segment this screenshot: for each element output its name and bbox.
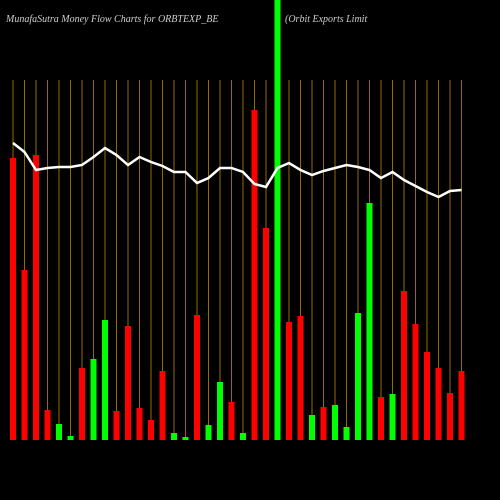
bar <box>125 326 131 440</box>
bar <box>194 315 200 440</box>
bar <box>263 228 269 440</box>
bar <box>378 397 384 440</box>
bar <box>320 407 327 440</box>
bar <box>21 270 28 440</box>
bar <box>355 313 361 440</box>
bar <box>90 359 97 440</box>
bar <box>366 203 373 440</box>
bar <box>286 322 292 440</box>
bar <box>343 427 350 440</box>
bar <box>205 425 212 440</box>
bar <box>217 382 223 440</box>
bar <box>389 394 396 440</box>
bar <box>79 368 85 440</box>
bar <box>412 324 419 440</box>
bar <box>251 110 258 440</box>
bar <box>56 424 62 440</box>
bar <box>424 352 430 440</box>
bar <box>401 291 407 440</box>
bar <box>458 371 465 440</box>
bar <box>67 436 74 440</box>
bar <box>447 393 453 440</box>
bar <box>332 405 338 440</box>
chart-title: MunafaSutra Money Flow Charts for ORBTEX… <box>5 14 219 25</box>
bar <box>44 410 51 440</box>
bar <box>159 371 166 440</box>
price-line <box>12 142 462 199</box>
bar <box>148 420 154 440</box>
bar <box>102 320 108 440</box>
chart-subtitle: (Orbit Exports Limit <box>285 14 367 25</box>
bar <box>171 433 177 440</box>
bar <box>113 411 120 440</box>
bar <box>297 316 304 440</box>
bar <box>274 0 281 440</box>
bar <box>182 437 189 440</box>
bar <box>33 155 39 440</box>
bar <box>309 415 315 440</box>
bar <box>240 433 246 440</box>
bar <box>136 408 143 440</box>
bar <box>228 402 235 440</box>
bar <box>10 158 16 440</box>
bar <box>435 368 442 440</box>
